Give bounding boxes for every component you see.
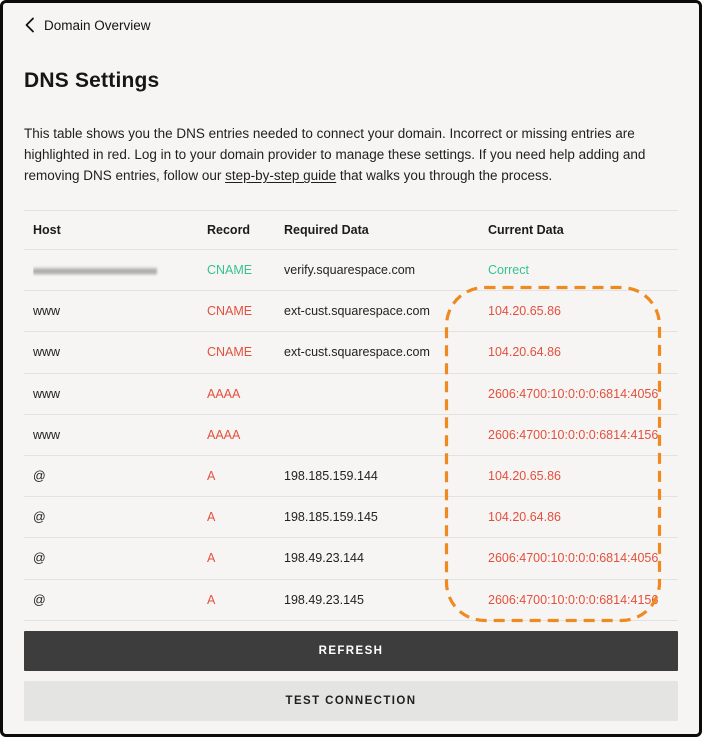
current-data-cell: 2606:4700:10:0:0:0:6814:4056 xyxy=(488,551,659,566)
required-data-cell: verify.squarespace.com xyxy=(284,263,416,278)
current-data-cell: Correct xyxy=(488,263,529,278)
record-cell: CNAME xyxy=(207,263,253,278)
record-cell: CNAME xyxy=(207,345,253,360)
host-cell: www xyxy=(33,345,61,360)
required-data-cell: ext-cust.squarespace.com xyxy=(284,304,430,319)
current-data-cell: 104.20.65.86 xyxy=(488,469,561,484)
page-title: DNS Settings xyxy=(24,69,160,92)
record-cell: AAAA xyxy=(207,427,241,442)
column-header-record: Record xyxy=(207,223,251,237)
record-cell: CNAME xyxy=(207,304,253,319)
host-cell: @ xyxy=(33,551,46,566)
table-row: @ A 198.49.23.144 2606:4700:10:0:0:0:681… xyxy=(24,538,678,580)
host-cell: www xyxy=(33,427,61,442)
table-row: www CNAME ext-cust.squarespace.com 104.2… xyxy=(24,291,678,333)
required-data-cell: 198.49.23.145 xyxy=(284,592,364,607)
current-data-cell: 104.20.64.86 xyxy=(488,345,561,360)
record-cell: AAAA xyxy=(207,386,241,401)
host-cell: @ xyxy=(33,469,46,484)
record-cell: A xyxy=(207,592,216,607)
chevron-left-icon xyxy=(24,17,35,33)
record-cell: A xyxy=(207,510,216,525)
table-body: CNAME verify.squarespace.com Correct www… xyxy=(24,250,678,621)
redacted-host xyxy=(33,266,157,275)
current-data-cell: 2606:4700:10:0:0:0:6814:4056 xyxy=(488,386,659,401)
description-before-link: This table shows you the DNS entries nee… xyxy=(24,126,646,183)
host-cell: www xyxy=(33,304,61,319)
description-text: This table shows you the DNS entries nee… xyxy=(24,123,678,186)
current-data-cell: 2606:4700:10:0:0:0:6814:4156 xyxy=(488,592,659,607)
table-row: @ A 198.49.23.145 2606:4700:10:0:0:0:681… xyxy=(24,580,678,621)
required-data-cell: ext-cust.squarespace.com xyxy=(284,345,430,360)
table-header: Host Record Required Data Current Data xyxy=(24,210,678,250)
record-cell: A xyxy=(207,469,216,484)
current-data-cell: 2606:4700:10:0:0:0:6814:4156 xyxy=(488,427,659,442)
current-data-cell: 104.20.64.86 xyxy=(488,510,561,525)
column-header-required-data: Required Data xyxy=(284,223,369,237)
table-row: CNAME verify.squarespace.com Correct xyxy=(24,250,678,292)
description-after-link: that walks you through the process. xyxy=(336,168,553,183)
required-data-cell: 198.185.159.145 xyxy=(284,510,378,525)
table-row: www AAAA 2606:4700:10:0:0:0:6814:4056 xyxy=(24,374,678,415)
required-data-cell: 198.49.23.144 xyxy=(284,551,364,566)
host-cell xyxy=(33,263,207,277)
table-row: @ A 198.185.159.144 104.20.65.86 xyxy=(24,456,678,498)
test-connection-button[interactable]: TEST CONNECTION xyxy=(24,680,678,721)
table-row: www CNAME ext-cust.squarespace.com 104.2… xyxy=(24,332,678,374)
required-data-cell: 198.185.159.144 xyxy=(284,469,378,484)
host-cell: @ xyxy=(33,510,46,525)
step-by-step-guide-link[interactable]: step-by-step guide xyxy=(225,168,337,183)
host-cell: www xyxy=(33,386,61,401)
back-link[interactable]: Domain Overview xyxy=(24,17,151,33)
back-link-label: Domain Overview xyxy=(44,17,151,33)
refresh-button[interactable]: REFRESH xyxy=(24,630,678,671)
dns-table: Host Record Required Data Current Data C… xyxy=(24,210,678,621)
column-header-current-data: Current Data xyxy=(488,223,564,237)
current-data-cell: 104.20.65.86 xyxy=(488,304,561,319)
table-row: www AAAA 2606:4700:10:0:0:0:6814:4156 xyxy=(24,415,678,456)
record-cell: A xyxy=(207,551,216,566)
host-cell: @ xyxy=(33,592,46,607)
table-row: @ A 198.185.159.145 104.20.64.86 xyxy=(24,497,678,539)
column-header-host: Host xyxy=(33,223,61,237)
